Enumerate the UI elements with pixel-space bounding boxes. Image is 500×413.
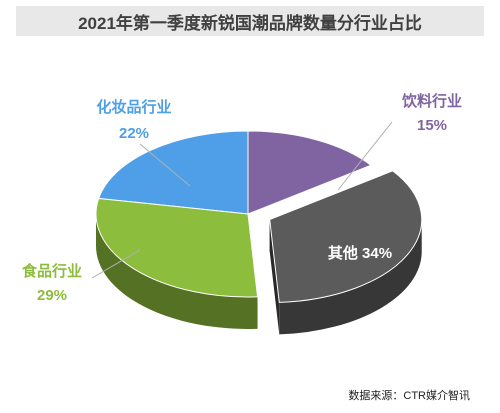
leader-line-1 bbox=[337, 121, 393, 191]
slice-label-4: 化妆品行业 bbox=[96, 98, 171, 116]
pie-slice-3 bbox=[95, 197, 259, 329]
pie-slice-2 bbox=[269, 170, 423, 335]
chart-title: 2021年第一季度新锐国潮品牌数量分行业占比 bbox=[78, 13, 422, 33]
pie-slice-1 bbox=[247, 130, 372, 215]
slice-value-1: 15% bbox=[417, 117, 447, 134]
slice-value-3: 29% bbox=[37, 287, 67, 304]
data-source: 数据来源：CTR媒介智讯 bbox=[348, 390, 470, 402]
leader-line-3 bbox=[91, 249, 141, 279]
slice-label-2: 其他 34% bbox=[328, 244, 392, 262]
slice-label-1: 饮料行业 bbox=[401, 92, 462, 110]
slice-label-3: 食品行业 bbox=[22, 262, 82, 280]
chart-title-bar: 2021年第一季度新锐国潮品牌数量分行业占比 bbox=[16, 6, 484, 36]
leader-line-4 bbox=[139, 143, 191, 187]
slice-value-4: 22% bbox=[119, 125, 149, 142]
